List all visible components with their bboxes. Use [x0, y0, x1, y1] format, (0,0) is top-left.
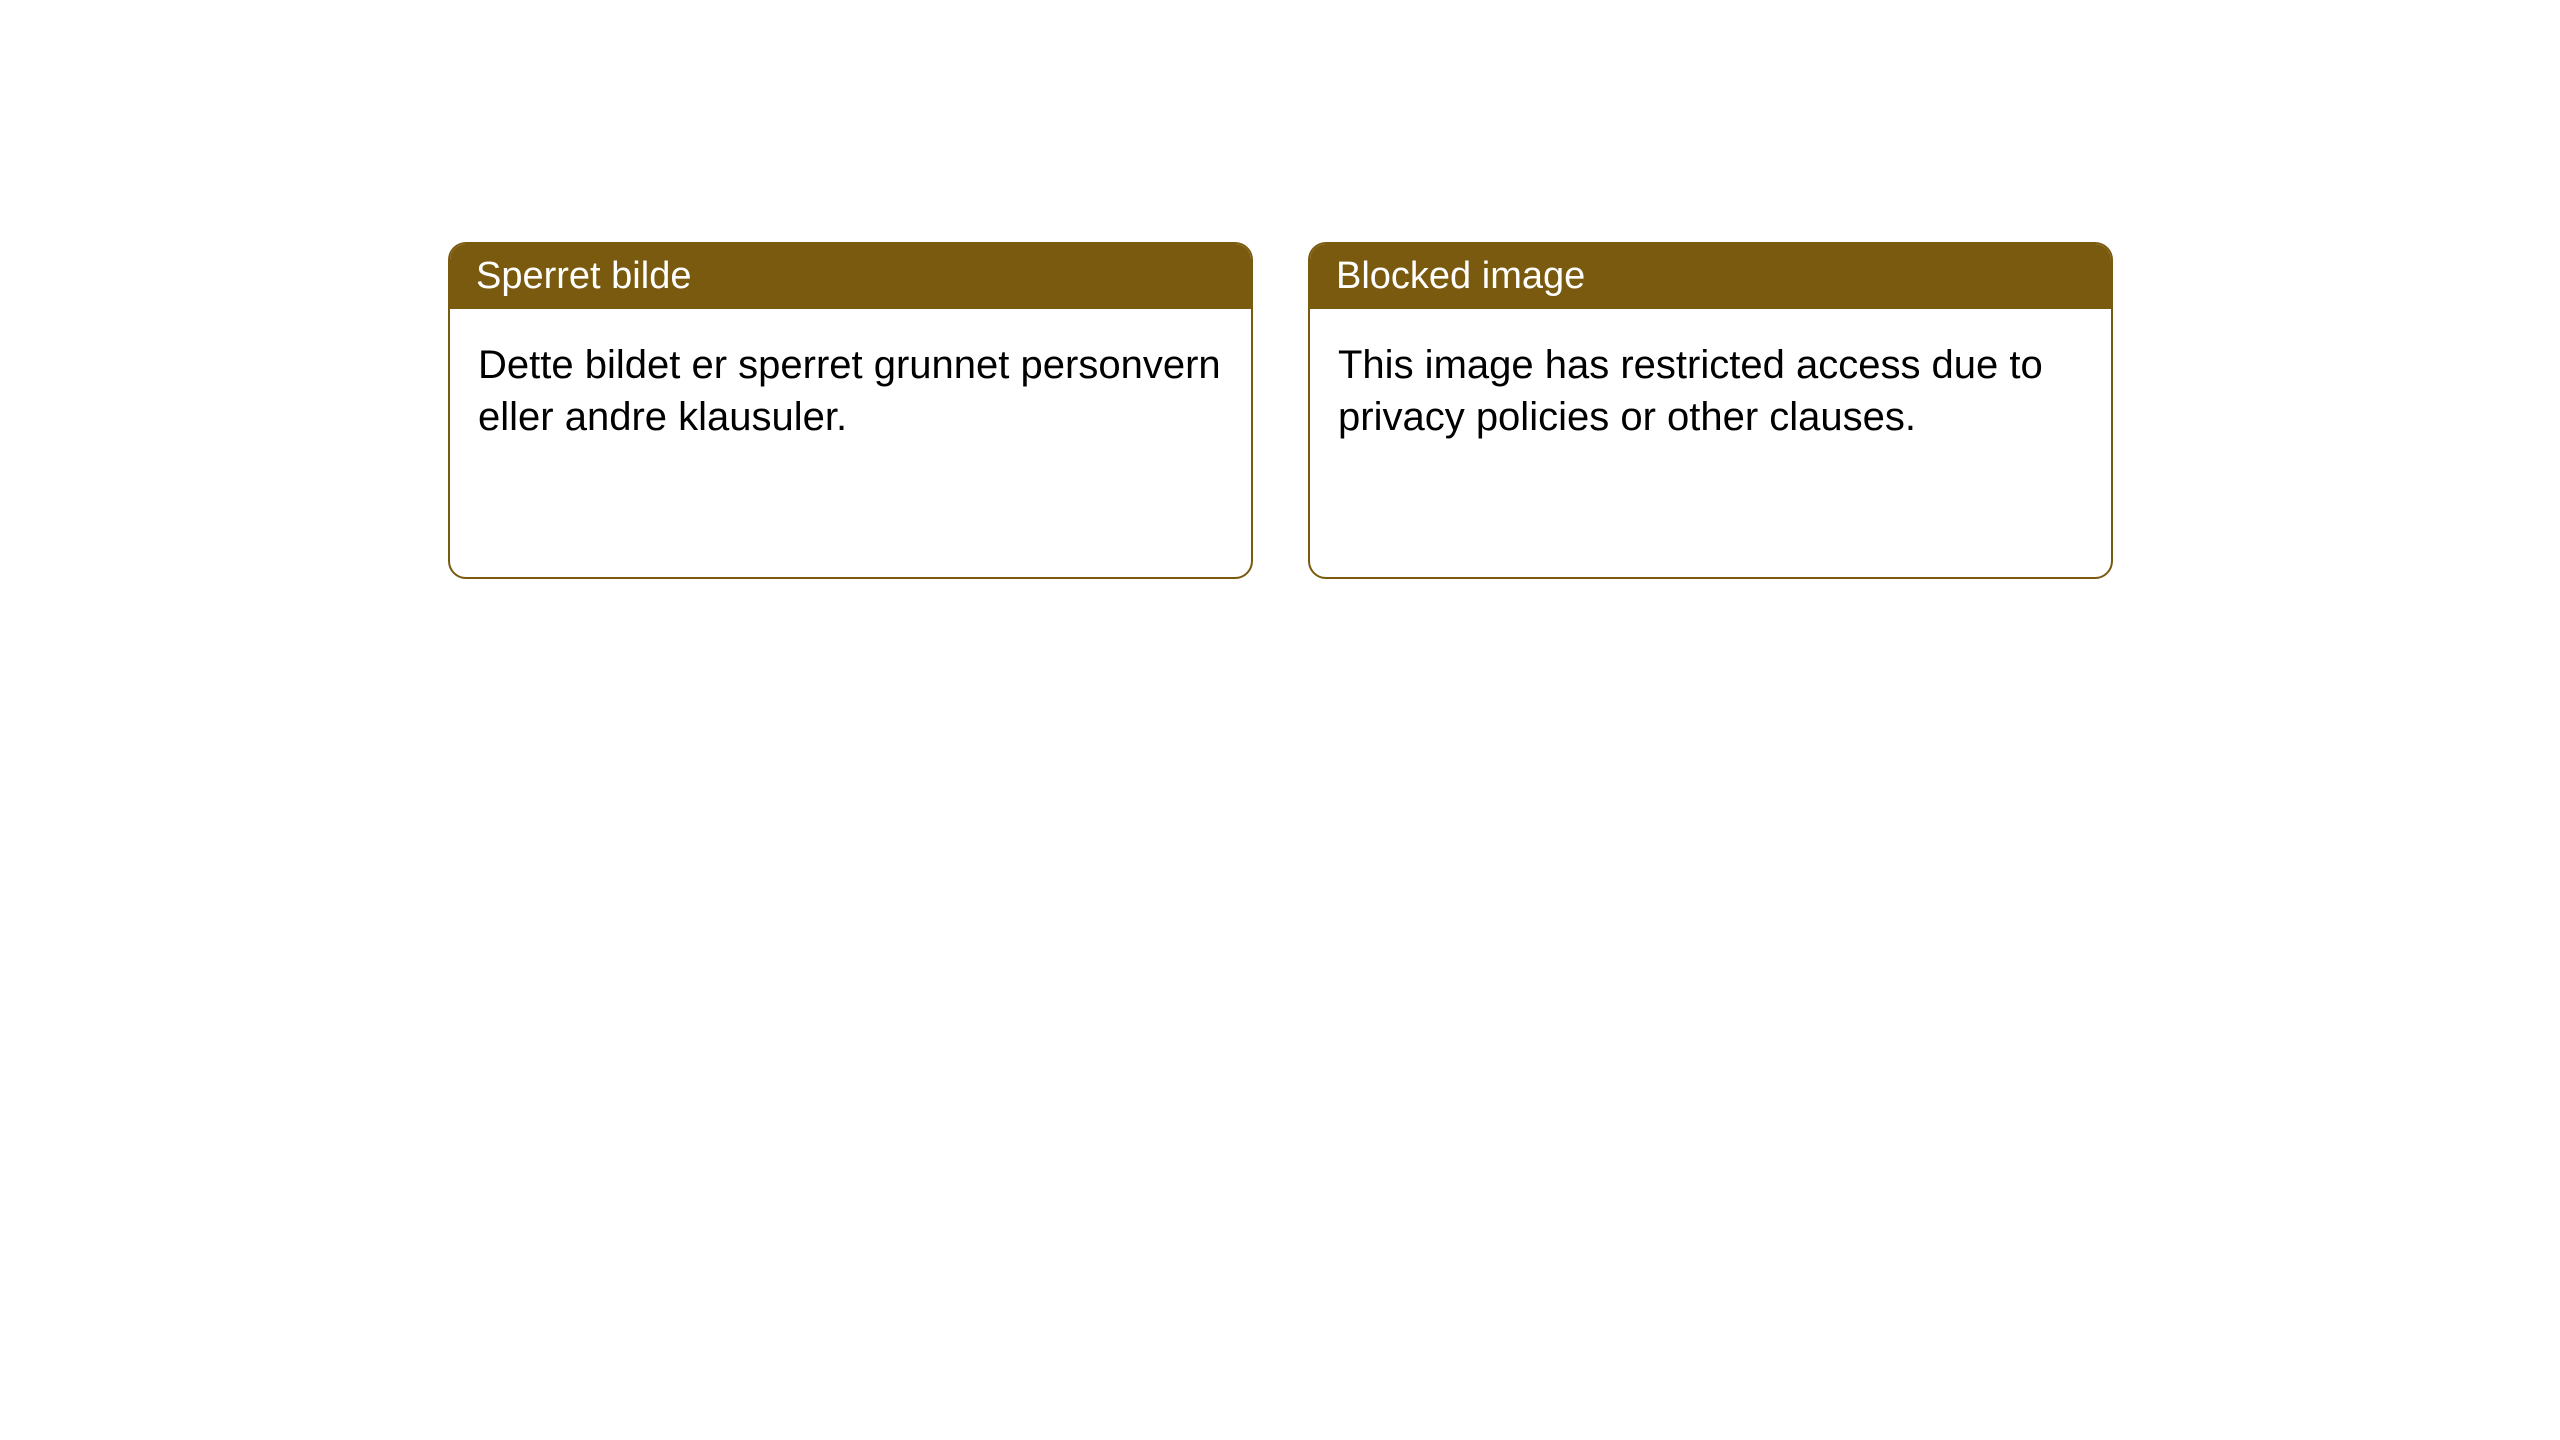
notice-title: Sperret bilde: [450, 244, 1251, 309]
notice-body-text: This image has restricted access due to …: [1310, 309, 2111, 473]
notice-body-text: Dette bildet er sperret grunnet personve…: [450, 309, 1251, 473]
notice-container: Sperret bilde Dette bildet er sperret gr…: [448, 242, 2113, 579]
notice-card-norwegian: Sperret bilde Dette bildet er sperret gr…: [448, 242, 1253, 579]
notice-title: Blocked image: [1310, 244, 2111, 309]
notice-card-english: Blocked image This image has restricted …: [1308, 242, 2113, 579]
